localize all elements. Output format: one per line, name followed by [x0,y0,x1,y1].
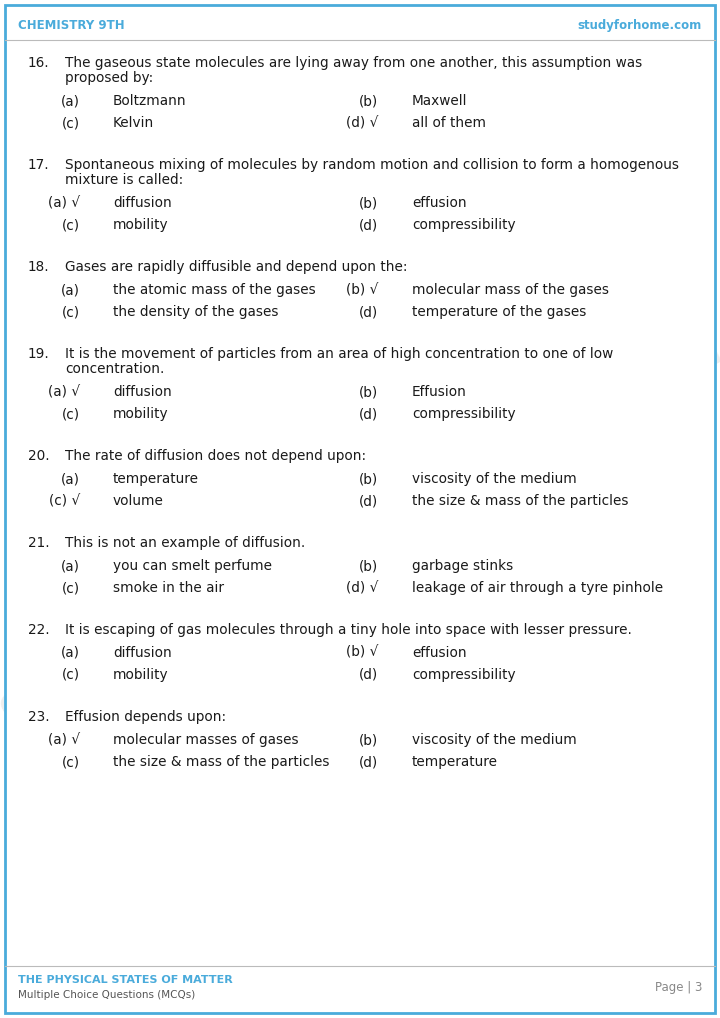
Text: viscosity of the medium: viscosity of the medium [412,733,577,747]
Text: THE PHYSICAL STATES OF MATTER: THE PHYSICAL STATES OF MATTER [18,975,233,985]
Text: (d): (d) [359,668,378,682]
Text: (b): (b) [359,94,378,108]
Text: 19.: 19. [28,347,50,361]
Text: (b): (b) [359,472,378,486]
Text: temperature: temperature [113,472,199,486]
Text: compressibility: compressibility [412,407,516,421]
Text: CHEMISTRY 9TH: CHEMISTRY 9TH [18,18,125,32]
Text: (c): (c) [62,581,80,595]
Text: the size & mass of the particles: the size & mass of the particles [113,755,330,769]
Text: (a): (a) [61,472,80,486]
Text: diffusion: diffusion [113,196,172,210]
Text: (a) √: (a) √ [48,196,80,210]
Text: mobility: mobility [113,407,168,421]
Text: Boltzmann: Boltzmann [113,94,186,108]
Text: (c): (c) [62,305,80,319]
Text: (d) √: (d) √ [346,581,378,595]
Text: 21.: 21. [28,536,50,550]
Text: (d): (d) [359,218,378,232]
Text: compressibility: compressibility [412,668,516,682]
Text: (c): (c) [62,755,80,769]
Text: temperature: temperature [412,755,498,769]
Text: (c): (c) [62,116,80,130]
Text: effusion: effusion [412,646,467,660]
Text: Gases are rapidly diffusible and depend upon the:: Gases are rapidly diffusible and depend … [65,260,408,274]
Text: (a) √: (a) √ [48,385,80,399]
FancyBboxPatch shape [5,5,715,1013]
Text: (b): (b) [359,559,378,573]
Text: studyforhome.com: studyforhome.com [0,305,720,751]
Text: (d): (d) [359,755,378,769]
Text: mobility: mobility [113,668,168,682]
Text: Effusion: Effusion [412,385,467,399]
Text: (b) √: (b) √ [346,283,378,297]
Text: (a): (a) [61,559,80,573]
Text: (b): (b) [359,733,378,747]
Text: (a): (a) [61,646,80,660]
Text: The rate of diffusion does not depend upon:: The rate of diffusion does not depend up… [65,449,366,463]
Text: 17.: 17. [28,158,50,172]
Text: The gaseous state molecules are lying away from one another, this assumption was: The gaseous state molecules are lying aw… [65,56,642,70]
Text: Multiple Choice Questions (MCQs): Multiple Choice Questions (MCQs) [18,989,195,1000]
Text: viscosity of the medium: viscosity of the medium [412,472,577,486]
Text: (b): (b) [359,385,378,399]
Text: (d): (d) [359,407,378,421]
Text: (d): (d) [359,305,378,319]
Text: (c) √: (c) √ [49,494,80,508]
Text: (a): (a) [61,283,80,297]
Text: compressibility: compressibility [412,218,516,232]
Text: It is the movement of particles from an area of high concentration to one of low: It is the movement of particles from an … [65,347,613,361]
Text: smoke in the air: smoke in the air [113,581,224,595]
Text: temperature of the gases: temperature of the gases [412,305,586,319]
Text: garbage stinks: garbage stinks [412,559,513,573]
Text: the size & mass of the particles: the size & mass of the particles [412,494,629,508]
Text: the atomic mass of the gases: the atomic mass of the gases [113,283,316,297]
Text: diffusion: diffusion [113,646,172,660]
Text: (a) √: (a) √ [48,733,80,747]
Text: volume: volume [113,494,164,508]
Text: (c): (c) [62,407,80,421]
Text: This is not an example of diffusion.: This is not an example of diffusion. [65,536,305,550]
Text: mobility: mobility [113,218,168,232]
Text: Effusion depends upon:: Effusion depends upon: [65,710,226,724]
Text: 16.: 16. [28,56,50,70]
Text: Kelvin: Kelvin [113,116,154,130]
Text: (c): (c) [62,218,80,232]
Text: (a): (a) [61,94,80,108]
Text: (b) √: (b) √ [346,646,378,660]
Text: proposed by:: proposed by: [65,71,153,84]
Text: molecular mass of the gases: molecular mass of the gases [412,283,609,297]
Text: effusion: effusion [412,196,467,210]
Text: mixture is called:: mixture is called: [65,173,184,187]
Text: It is escaping of gas molecules through a tiny hole into space with lesser press: It is escaping of gas molecules through … [65,623,632,637]
Text: diffusion: diffusion [113,385,172,399]
Text: 23.: 23. [28,710,50,724]
Text: all of them: all of them [412,116,486,130]
Text: concentration.: concentration. [65,362,164,376]
Text: Spontaneous mixing of molecules by random motion and collision to form a homogen: Spontaneous mixing of molecules by rando… [65,158,679,172]
Text: (d): (d) [359,494,378,508]
Text: (b): (b) [359,196,378,210]
Text: leakage of air through a tyre pinhole: leakage of air through a tyre pinhole [412,581,663,595]
Text: molecular masses of gases: molecular masses of gases [113,733,299,747]
Text: (d) √: (d) √ [346,116,378,130]
Text: studyforhome.com: studyforhome.com [577,18,702,32]
Text: you can smelt perfume: you can smelt perfume [113,559,272,573]
Text: 22.: 22. [28,623,50,637]
Text: (c): (c) [62,668,80,682]
Text: 20.: 20. [28,449,50,463]
Text: 18.: 18. [28,260,50,274]
Text: the density of the gases: the density of the gases [113,305,279,319]
Text: Maxwell: Maxwell [412,94,467,108]
Text: Page | 3: Page | 3 [654,981,702,995]
